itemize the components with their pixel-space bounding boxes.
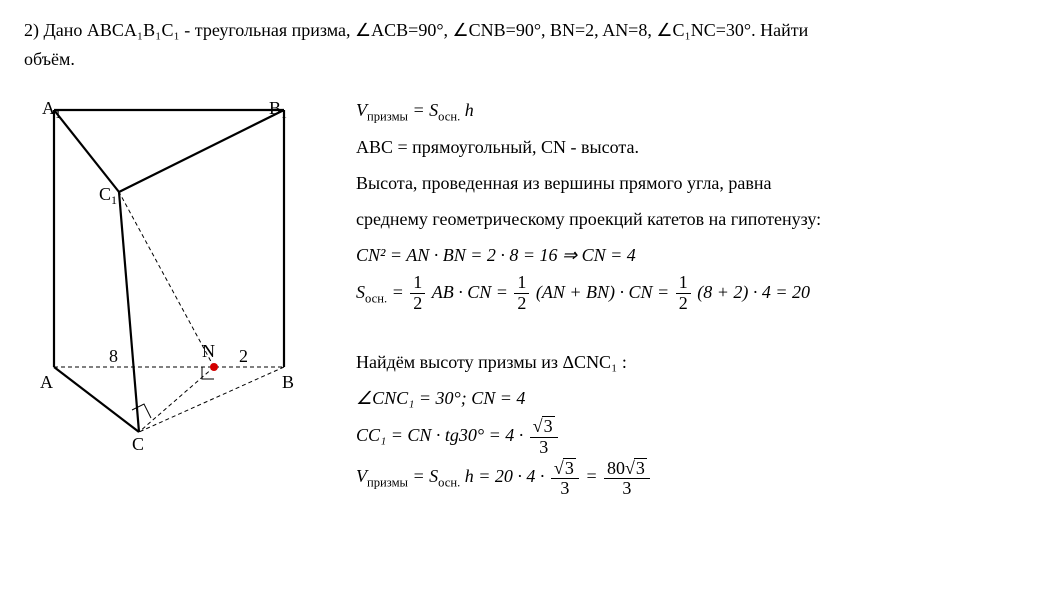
problem-line1: 2) Дано ABCA₁B₁C₁ - треугольная призма, … [24, 20, 808, 40]
content-row: A1 B1 C1 A B C N 8 2 Vпризмы = Sосн. h A… [24, 92, 1019, 500]
text-find-h: Найдём высоту призмы из ΔCNC₁ : [356, 344, 1019, 380]
eq-cc1: CC₁ = CN · tg30° = 4 · √33 [356, 416, 1019, 458]
text-abc-right: ABC = прямоугольный, CN - высота. [356, 129, 1019, 165]
label-a1: A1 [42, 98, 61, 121]
eq-angle-cnc1: ∠CNC₁ = 30°; CN = 4 [356, 380, 1019, 416]
label-c: C [132, 434, 144, 454]
label-b1: B1 [269, 98, 287, 121]
label-2: 2 [239, 346, 248, 366]
solution: Vпризмы = Sосн. h ABC = прямоугольный, C… [356, 92, 1019, 500]
label-b: B [282, 372, 294, 392]
eq-volume-final: Vпризмы = Sосн. h = 20 · 4 · √33 = 80√33 [356, 458, 1019, 500]
text-height-2: среднему геометрическому проекций катето… [356, 201, 1019, 237]
eq-volume-formula: Vпризмы = Sосн. h [356, 92, 1019, 130]
label-a: A [40, 372, 53, 392]
prism-svg: A1 B1 C1 A B C N 8 2 [24, 92, 324, 472]
diagram: A1 B1 C1 A B C N 8 2 [24, 92, 324, 477]
point-n-marker [210, 363, 218, 371]
label-n: N [202, 341, 215, 361]
problem-statement: 2) Дано ABCA₁B₁C₁ - треугольная призма, … [24, 16, 1019, 74]
label-8: 8 [109, 346, 118, 366]
eq-cn: CN² = AN · BN = 2 · 8 = 16 ⇒ CN = 4 [356, 237, 1019, 273]
eq-s-base: Sосн. = 12 AB · CN = 12 (AN + BN) · CN =… [356, 273, 1019, 314]
problem-line2: объём. [24, 49, 75, 69]
text-height-1: Высота, проведенная из вершины прямого у… [356, 165, 1019, 201]
